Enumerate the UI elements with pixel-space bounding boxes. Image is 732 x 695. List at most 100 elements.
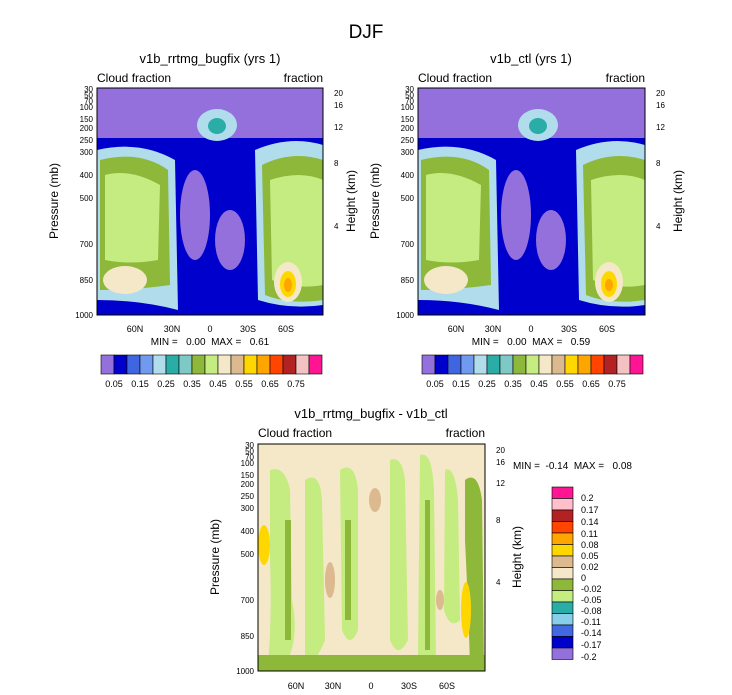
panel-2-colorbar-swatch [447,354,462,375]
panel-2-ytick: 850 [401,276,415,285]
panel-2-cb-label: 0.05 [426,379,444,389]
panel-3-ytick: 300 [241,504,255,513]
panel-3-cb-label: -0.2 [581,652,597,662]
panel-1-plot [96,87,324,316]
panel-2-xtick: 60S [599,324,615,334]
panel-2-left-label: Cloud fraction [418,71,492,85]
panel-1-y2tick: 4 [334,222,339,231]
panel-1-colorbar-swatch [191,354,206,375]
panel-2-y2ticks: 20 16 12 8 4 [656,89,665,231]
panel-1-left-label: Cloud fraction [97,71,171,85]
panel-1-colorbar-swatch [100,354,115,375]
panel-1-tropical-top-core [208,118,226,134]
panel-1-y2tick: 12 [334,123,343,132]
panel-2-colorbar-swatch [499,354,514,375]
panel-3-xtick: 60N [288,681,305,691]
panel-1-xtick: 60N [127,324,144,334]
panel-3-green-column-6 [444,469,460,624]
panel-2-ytick: 50 [405,91,414,100]
panel-2-y2tick: 16 [656,101,665,110]
panel-3-colorbar-swatch [551,624,574,637]
panel-1-y2tick: 20 [334,89,343,98]
panel-2-colorbar-swatch [473,354,488,375]
panel-3-right-label: fraction [446,426,485,440]
panel-1-y2tick: 8 [334,159,339,168]
panel-3-yellow-patch-right [461,582,471,638]
panel-1-ytick: 850 [80,276,94,285]
panel-3-colorbar-swatch [551,486,574,499]
panel-1-yticks: 30 50 70 100 150 200 250 300 400 500 700… [75,85,93,320]
panel-1-colorbar-swatch [230,354,245,375]
panel-2-xtick: 60N [448,324,465,334]
panel-1-ytick: 100 [80,103,94,112]
panel-3-tan-patch-2 [369,488,381,512]
panel-3-ytick: 250 [241,492,255,501]
panel-2-y2label: Height (km) [671,170,685,232]
panel-2-colorbar-swatch [551,354,566,375]
panel-3-ytick: 850 [241,632,255,641]
panel-3-ytick: 500 [241,550,255,559]
panel-1-xtick: 0 [207,324,212,334]
panel-2-colorbar-swatch [590,354,605,375]
panel-3-xticks: 60N 30N 0 30S 60S [288,681,455,691]
panel-1-right-label: fraction [284,71,323,85]
panel-1-ytick: 500 [80,194,94,203]
panel-1-colorbar-swatch [178,354,193,375]
panel-1-ytick: 150 [80,115,94,124]
panel-3-colorbar-swatch [551,544,574,557]
panel-1-xtick: 30N [164,324,181,334]
panel-3-ytick: 50 [245,447,254,456]
panel-2-cb-label: 0.45 [530,379,548,389]
panel-3-cb-label: 0.14 [581,517,599,527]
panel-1-ytick: 700 [80,240,94,249]
panel-3-xtick: 60S [439,681,455,691]
panel-3-y2tick: 12 [496,479,505,488]
panel-1-ytick: 400 [80,171,94,180]
panel-1-subsidence-right [215,210,245,270]
panel-2: v1b_ctl (yrs 1) Cloud fraction fraction … [368,51,685,389]
panel-3-xtick: 30S [401,681,417,691]
panel-1-y2label: Height (km) [344,170,358,232]
panel-2-xtick: 30N [485,324,502,334]
panel-2-subsidence-right [536,210,566,270]
panel-3-xtick: 0 [368,681,373,691]
panel-2-ytick: 250 [401,136,415,145]
panel-3-cb-label: -0.11 [581,617,601,627]
panel-1-ytick: 1000 [75,311,93,320]
panel-1-colorbar: 0.05 0.15 0.25 0.35 0.45 0.55 0.65 0.75 [100,354,323,389]
panel-2-y2tick: 4 [656,222,661,231]
panel-3-ytick: 700 [241,596,255,605]
panel-2-right-label: fraction [606,71,645,85]
panel-3-title: v1b_rrtmg_bugfix - v1b_ctl [294,406,447,421]
panel-1-colorbar-swatch [256,354,271,375]
panel-3-green-strip-3 [345,520,351,620]
panel-1-xtick: 60S [278,324,294,334]
panel-3-cb-label: -0.02 [581,584,602,594]
panel-3-tan-patch-3 [436,590,444,610]
panel-3-ytick: 200 [241,480,255,489]
panel-2-cb-label: 0.55 [556,379,574,389]
panel-3-xtick: 30N [325,681,342,691]
panel-3-colorbar-swatch [551,636,574,649]
panel-3-y2ticks: 20 16 12 8 4 [496,446,505,587]
panel-3-colorbar-swatch [551,509,574,522]
panel-3-tan-patch-1 [325,562,335,598]
panel-2-cb-label: 0.25 [478,379,496,389]
panel-3-plot [257,443,486,672]
panel-2-plot [417,87,646,316]
panel-2-left-peak [424,266,468,294]
panel-1-colorbar-swatch [217,354,232,375]
panel-3-y2tick: 20 [496,446,505,455]
panel-3-ylabel: Pressure (mb) [208,519,222,595]
panel-3-green-column-4 [390,459,408,650]
panel-2-y2tick: 12 [656,123,665,132]
panel-3-cb-label: -0.17 [581,640,602,650]
panel-3-ytick: 400 [241,527,255,536]
panel-1-title: v1b_rrtmg_bugfix (yrs 1) [140,51,281,66]
panel-3: v1b_rrtmg_bugfix - v1b_ctl Cloud fractio… [208,406,632,691]
panel-3-colorbar-swatch [551,647,574,660]
panel-1-xticks: 60N 30N 0 30S 60S [127,324,294,334]
panel-1-colorbar-swatch [113,354,128,375]
panel-1-cb-label: 0.35 [183,379,201,389]
